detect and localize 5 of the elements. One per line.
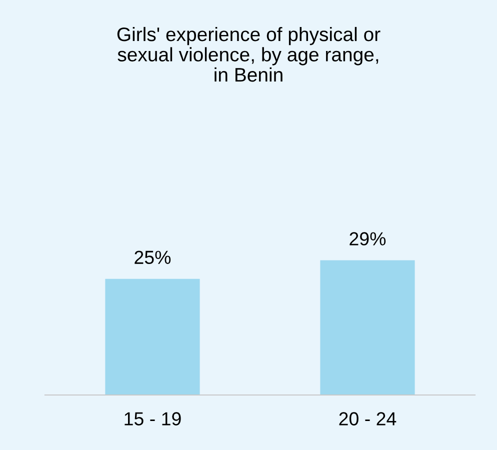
x-tick-label: 15 - 19 <box>124 412 181 426</box>
x-tick-label: 20 - 24 <box>339 412 396 426</box>
data-label: 25% <box>134 250 171 264</box>
chart-title: Girls' experience of physical or sexual violence, by age range, in Benin <box>117 26 380 82</box>
data-label: 29% <box>350 232 386 246</box>
